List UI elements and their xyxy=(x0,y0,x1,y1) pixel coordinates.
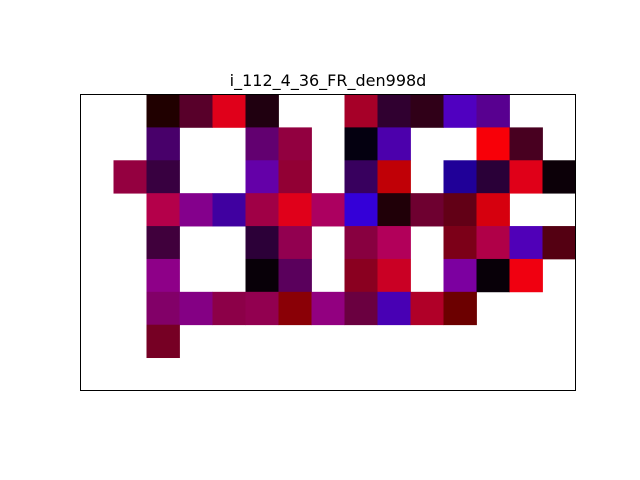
heatmap-cell-r1-c5 xyxy=(245,127,279,161)
heatmap-cell-r2-c11 xyxy=(443,160,477,194)
heatmap-cell-r6-c10 xyxy=(410,291,444,326)
heatmap-cell-r4-c9 xyxy=(377,226,411,260)
heatmap-cell-r1-c9 xyxy=(377,127,411,161)
heatmap-cell-r3-c8 xyxy=(344,193,378,227)
heatmap-cell-r5-c5 xyxy=(245,258,279,293)
heatmap-cell-r6-c5 xyxy=(245,291,279,326)
heatmap-cell-r6-c4 xyxy=(212,291,246,326)
heatmap-cell-r5-c11 xyxy=(443,258,477,293)
heatmap-cell-r2-c8 xyxy=(344,160,378,194)
heatmap-cell-r0-c11 xyxy=(443,94,477,128)
heatmap-cell-r1-c6 xyxy=(278,127,312,161)
heatmap-cell-r5-c6 xyxy=(278,258,312,293)
heatmap-cell-r6-c8 xyxy=(344,291,378,326)
heatmap-cell-r6-c7 xyxy=(311,291,345,326)
heatmap-cell-r0-c4 xyxy=(212,94,246,128)
heatmap-cell-r3-c12 xyxy=(476,193,510,227)
heatmap-cell-r3-c11 xyxy=(443,193,477,227)
heatmap-cell-r2-c5 xyxy=(245,160,279,194)
heatmap-cell-r0-c12 xyxy=(476,94,510,128)
heatmap-cell-r3-c5 xyxy=(245,193,279,227)
heatmap-cell-r5-c9 xyxy=(377,258,411,293)
heatmap-cell-r3-c2 xyxy=(146,193,180,227)
heatmap-cell-r2-c2 xyxy=(146,160,180,194)
heatmap-cell-r6-c3 xyxy=(179,291,213,326)
heatmap-cell-r5-c2 xyxy=(146,258,180,293)
heatmap-cell-r2-c9 xyxy=(377,160,411,194)
heatmap-cell-r6-c6 xyxy=(278,291,312,326)
heatmap-cell-r0-c8 xyxy=(344,94,378,128)
heatmap-cell-r3-c10 xyxy=(410,193,444,227)
heatmap-cell-r0-c9 xyxy=(377,94,411,128)
heatmap-cell-r1-c12 xyxy=(476,127,510,161)
heatmap-cell-r4-c6 xyxy=(278,226,312,260)
heatmap-cell-r3-c4 xyxy=(212,193,246,227)
heatmap-cell-r5-c12 xyxy=(476,258,510,293)
heatmap-cell-r4-c8 xyxy=(344,226,378,260)
heatmap-cell-r1-c13 xyxy=(509,127,543,161)
heatmap-cell-r4-c12 xyxy=(476,226,510,260)
heatmap-cell-r1-c8 xyxy=(344,127,378,161)
heatmap-cell-r4-c2 xyxy=(146,226,180,260)
heatmap-cell-r7-c2 xyxy=(146,324,180,359)
heatmap-cell-r6-c11 xyxy=(443,291,477,326)
heatmap-cell-r0-c3 xyxy=(179,94,213,128)
heatmap-cell-r4-c11 xyxy=(443,226,477,260)
heatmap-cell-r4-c14 xyxy=(542,226,576,260)
heatmap-cell-r6-c2 xyxy=(146,291,180,326)
heatmap-cell-r0-c5 xyxy=(245,94,279,128)
heatmap-cell-r2-c1 xyxy=(113,160,147,194)
heatmap-cells xyxy=(113,94,576,359)
heatmap-cell-r1-c2 xyxy=(146,127,180,161)
plot-frame xyxy=(80,94,576,391)
heatmap-cell-r2-c14 xyxy=(542,160,576,194)
heatmap-cell-r0-c2 xyxy=(146,94,180,128)
heatmap-cell-r4-c13 xyxy=(509,226,543,260)
heatmap-cell-r3-c6 xyxy=(278,193,312,227)
heatmap-cell-r3-c7 xyxy=(311,193,345,227)
heatmap-cell-r4-c5 xyxy=(245,226,279,260)
heatmap-cell-r3-c9 xyxy=(377,193,411,227)
heatmap-cell-r2-c12 xyxy=(476,160,510,194)
heatmap-cell-r3-c3 xyxy=(179,193,213,227)
heatmap-cell-r5-c8 xyxy=(344,258,378,293)
heatmap-cell-r6-c9 xyxy=(377,291,411,326)
heatmap-cell-r0-c10 xyxy=(410,94,444,128)
heatmap-cell-r2-c6 xyxy=(278,160,312,194)
chart-title: i_112_4_36_FR_den998d xyxy=(230,71,427,91)
heatmap-cell-r5-c13 xyxy=(509,258,543,293)
heatmap-cell-r2-c13 xyxy=(509,160,543,194)
